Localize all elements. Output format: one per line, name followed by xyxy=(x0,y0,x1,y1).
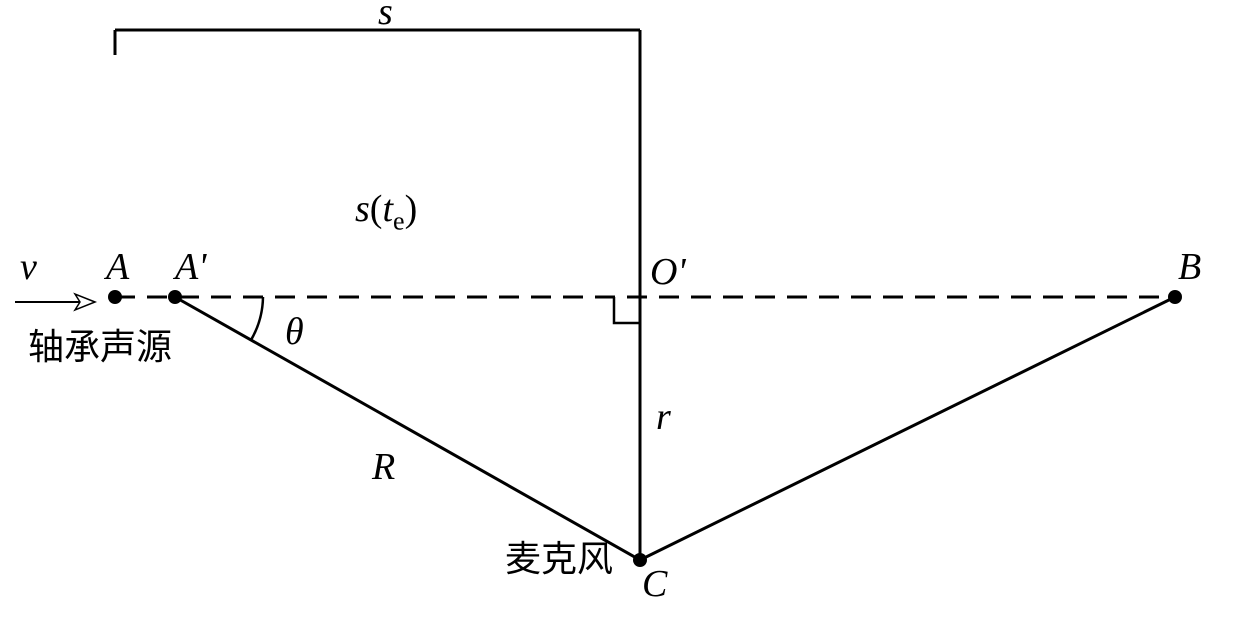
point-A xyxy=(108,290,122,304)
label-Op: O' xyxy=(650,250,686,294)
label-s: s xyxy=(378,0,393,34)
point-B xyxy=(1168,290,1182,304)
theta-arc xyxy=(251,297,263,340)
label-B: B xyxy=(1178,245,1201,289)
label-microphone: 麦克风 xyxy=(505,530,613,582)
line-ApC xyxy=(175,297,640,560)
label-Ap: A' xyxy=(175,245,206,289)
point-Ap xyxy=(168,290,182,304)
perpendicular-marker xyxy=(614,297,640,323)
label-R: R xyxy=(372,445,395,489)
label-v: v xyxy=(20,245,37,289)
label-theta: θ xyxy=(285,310,304,354)
line-BC xyxy=(640,297,1175,560)
v-arrow xyxy=(15,294,95,310)
label-A: A xyxy=(106,245,129,289)
label-s-te: s(te) xyxy=(355,187,417,237)
label-r: r xyxy=(656,395,671,439)
label-bearing-source: 轴承声源 xyxy=(28,318,172,370)
label-C: C xyxy=(642,562,667,606)
diagram-svg xyxy=(0,0,1240,638)
